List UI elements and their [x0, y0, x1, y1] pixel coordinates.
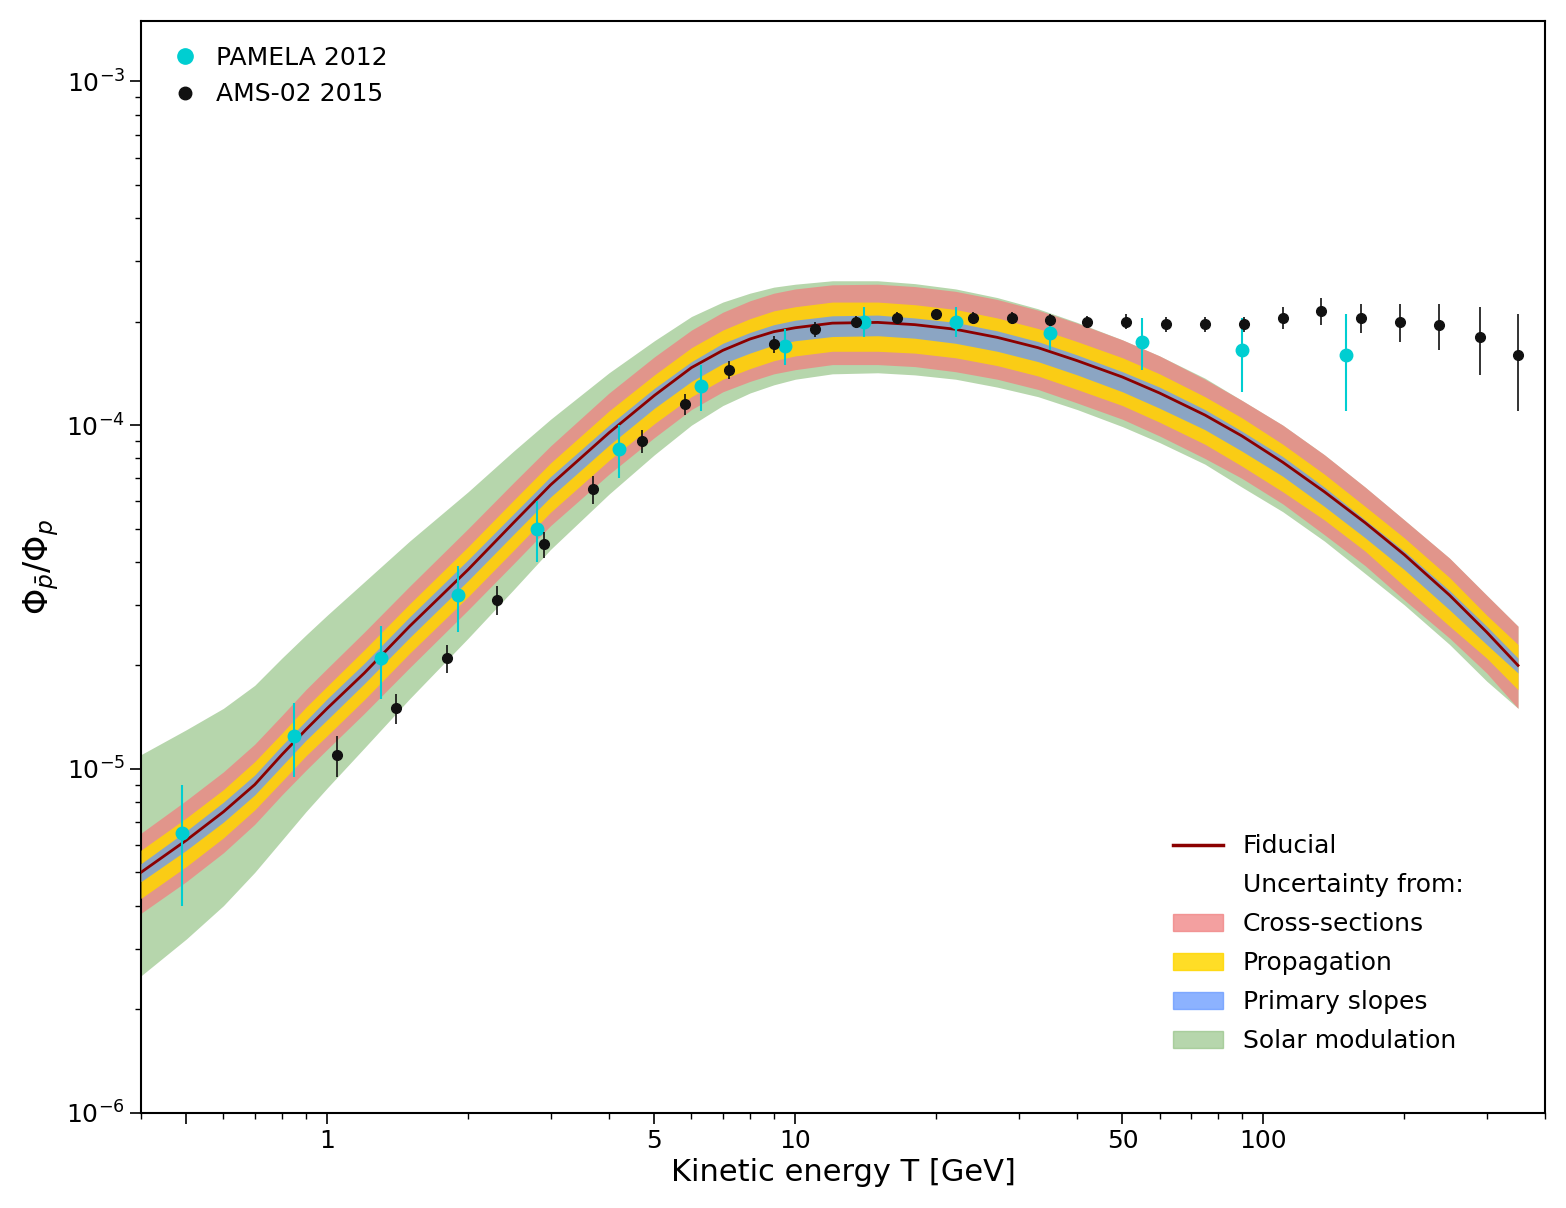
Y-axis label: $\Phi_{\bar{p}}/\Phi_{p}$: $\Phi_{\bar{p}}/\Phi_{p}$: [20, 518, 61, 615]
X-axis label: Kinetic energy T [GeV]: Kinetic energy T [GeV]: [670, 1158, 1015, 1187]
Legend: Fiducial, Uncertainty from:  , Cross-sections, Propagation, Primary slopes, Sola: Fiducial, Uncertainty from: , Cross-sect…: [1148, 809, 1505, 1079]
